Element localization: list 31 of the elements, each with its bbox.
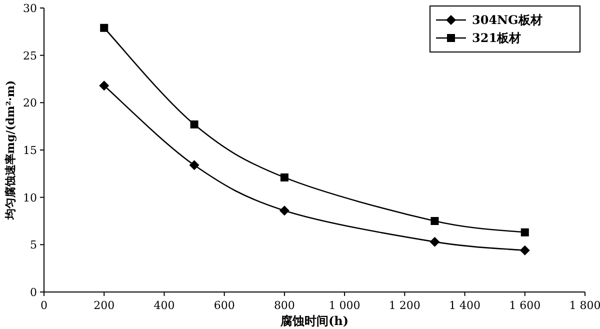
legend-label: 321板材	[472, 31, 522, 45]
y-tick-label: 25	[23, 49, 37, 62]
x-tick-label: 1 400	[449, 299, 481, 312]
point	[189, 160, 200, 170]
point	[430, 236, 440, 247]
point	[99, 80, 110, 91]
y-tick-label: 15	[23, 144, 37, 157]
x-tick-label: 0	[40, 299, 48, 312]
x-tick-label: 1 600	[509, 299, 541, 312]
point	[430, 217, 439, 225]
point	[100, 24, 108, 32]
x-tick-label: 200	[94, 299, 115, 312]
y-axis-title: 均匀腐蚀速率mg/(dm²·m)	[4, 80, 17, 221]
y-tick-label: 0	[30, 286, 37, 299]
point	[190, 120, 198, 128]
y-tick-label: 10	[23, 191, 37, 204]
x-tick-label: 600	[214, 299, 235, 312]
point	[520, 228, 529, 236]
x-tick-label: 800	[274, 299, 295, 312]
y-tick-label: 20	[23, 96, 37, 110]
point	[520, 245, 530, 256]
x-tick-label: 1 200	[388, 299, 420, 312]
y-tick-label: 5	[30, 238, 37, 252]
x-tick-label: 1 800	[569, 299, 600, 312]
point	[280, 173, 288, 182]
point	[279, 206, 290, 216]
x-tick-label: 1 000	[328, 299, 360, 312]
y-tick-label: 30	[23, 2, 37, 15]
legend-label: 304NG板材	[472, 13, 542, 27]
x-axis-title: 腐蚀时间(h)	[279, 314, 349, 328]
x-tick-label: 400	[154, 299, 175, 312]
